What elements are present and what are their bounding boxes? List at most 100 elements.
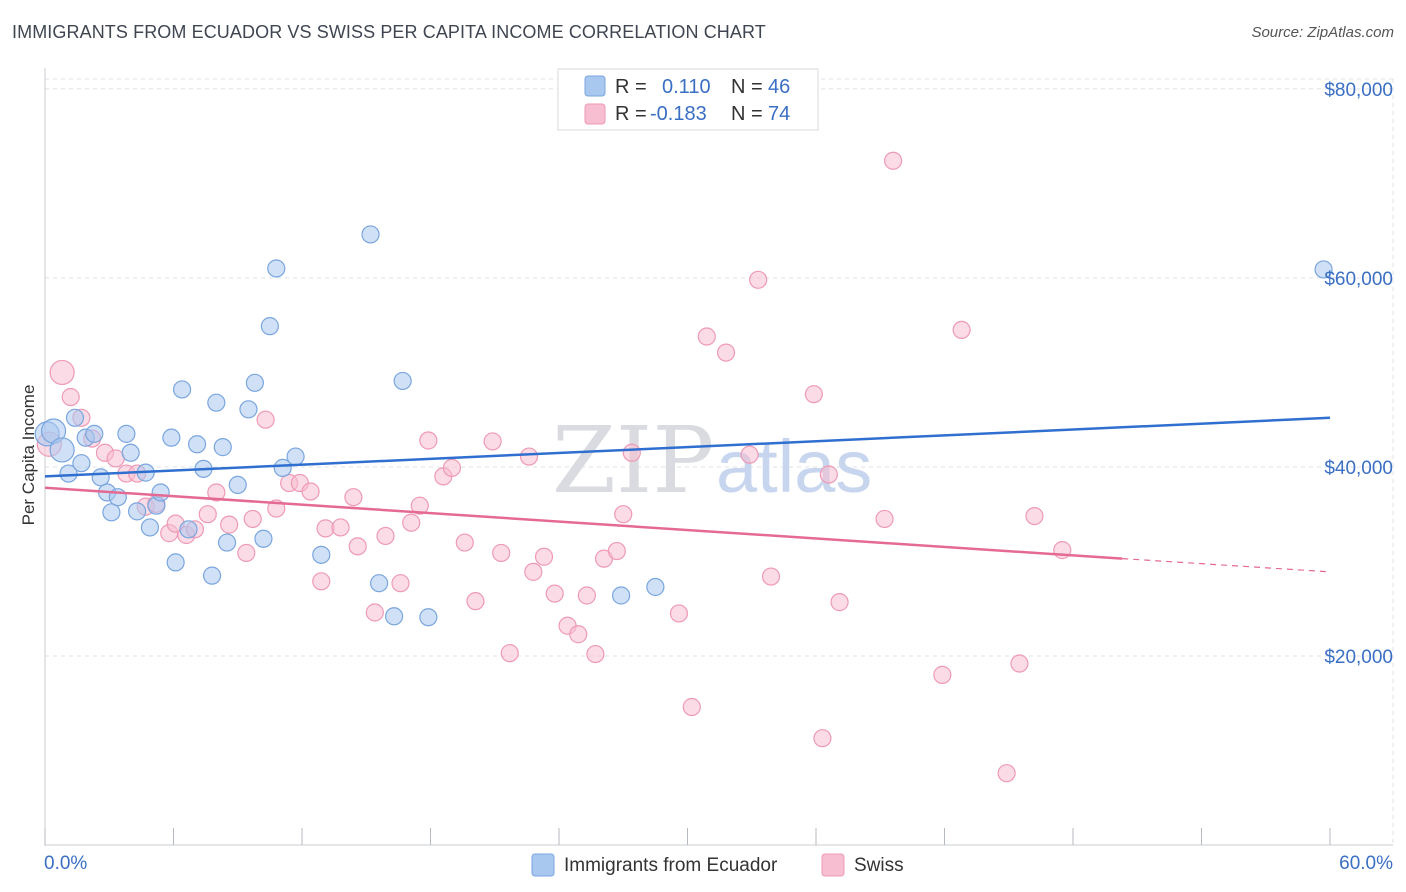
swiss-point-2 bbox=[61, 387, 80, 407]
swiss-point-18 bbox=[237, 543, 256, 563]
axes bbox=[44, 68, 1393, 846]
legend-r-value-ecuador: 0.110 bbox=[662, 76, 711, 98]
ecuador-point-41 bbox=[393, 371, 412, 391]
ecuador-point-29 bbox=[228, 475, 247, 495]
ecuador-point-43 bbox=[612, 586, 631, 605]
ecuador-point-20 bbox=[166, 553, 185, 572]
y-axis-title: Per Capita Income bbox=[19, 385, 38, 526]
ecuador-point-33 bbox=[260, 317, 279, 336]
swiss-point-52 bbox=[607, 541, 626, 561]
ecuador-point-35 bbox=[273, 458, 292, 477]
swiss-point-66 bbox=[875, 509, 894, 529]
ecuador-point-25 bbox=[202, 566, 222, 585]
swiss-point-24 bbox=[301, 482, 320, 501]
chart-title: IMMIGRANTS FROM ECUADOR VS SWISS PER CAP… bbox=[12, 22, 766, 42]
legend-n-value-swiss: 74 bbox=[768, 103, 790, 125]
ecuador-point-28 bbox=[217, 533, 237, 552]
legend-n-label-swiss: N = bbox=[731, 103, 763, 125]
swiss-point-40 bbox=[483, 432, 502, 451]
legend-r-value-swiss: -0.183 bbox=[650, 103, 707, 125]
ecuador-point-45 bbox=[1314, 260, 1333, 279]
swiss-point-50 bbox=[586, 644, 605, 664]
swiss-point-56 bbox=[682, 697, 701, 717]
swiss-point-37 bbox=[442, 458, 462, 477]
swiss-point-19 bbox=[243, 509, 262, 529]
bottom-legend-swatch-ecuador bbox=[531, 853, 555, 877]
ecuador-point-19 bbox=[162, 428, 181, 447]
swiss-point-64 bbox=[819, 465, 838, 484]
y-tick-label-1: $40,000 bbox=[1324, 458, 1393, 479]
ecuador-trend-line bbox=[44, 416, 1331, 478]
ecuador-point-37 bbox=[312, 545, 331, 564]
ecuador-point-7 bbox=[85, 424, 104, 443]
legend-n-label-ecuador: N = bbox=[731, 76, 763, 98]
trend-lines bbox=[44, 416, 1331, 573]
swiss-point-42 bbox=[500, 644, 519, 663]
swiss-point-44 bbox=[524, 562, 543, 581]
swiss-point-69 bbox=[952, 320, 971, 340]
swiss-point-58 bbox=[716, 343, 736, 362]
x-tick-label-min: 0.0% bbox=[44, 853, 87, 874]
ecuador-point-31 bbox=[245, 373, 264, 392]
bottom-legend-swatch-swiss bbox=[821, 853, 845, 877]
swiss-point-72 bbox=[1025, 506, 1044, 526]
swiss-point-20 bbox=[256, 410, 275, 429]
swiss-point-32 bbox=[391, 574, 410, 593]
x-tick-label-max: 60.0% bbox=[1339, 853, 1393, 874]
swiss-point-62 bbox=[804, 385, 823, 404]
ecuador-point-44 bbox=[646, 577, 665, 597]
ecuador-point-30 bbox=[239, 400, 258, 419]
swiss-point-63 bbox=[813, 729, 832, 748]
swiss-point-1 bbox=[49, 359, 75, 386]
ecuador-point-3 bbox=[59, 464, 78, 483]
swiss-point-55 bbox=[669, 604, 689, 623]
source-credit: Source: ZipAtlas.com bbox=[1251, 24, 1394, 41]
swiss-point-28 bbox=[344, 488, 363, 507]
legend-r-label-ecuador: R = bbox=[615, 76, 647, 98]
swiss-point-53 bbox=[614, 505, 633, 524]
legend-r-label-swiss: R = bbox=[615, 103, 647, 125]
legend: R = 0.110 N = 46 R = -0.183 N = 74 bbox=[557, 68, 819, 131]
swiss-point-48 bbox=[569, 625, 588, 644]
swiss-point-49 bbox=[577, 586, 596, 605]
bottom-legend-label-swiss: Swiss bbox=[854, 855, 904, 876]
ecuador-point-13 bbox=[121, 443, 140, 462]
legend-n-value-ecuador: 46 bbox=[768, 76, 790, 98]
ecuador-point-21 bbox=[172, 380, 192, 399]
ecuador-point-26 bbox=[207, 393, 226, 412]
ecuador-point-12 bbox=[117, 424, 136, 443]
swiss-point-67 bbox=[883, 151, 903, 170]
ecuador-point-5 bbox=[72, 454, 91, 473]
ecuador-point-42 bbox=[419, 608, 438, 627]
swiss-point-65 bbox=[830, 593, 849, 612]
ecuador-point-10 bbox=[102, 503, 121, 522]
ecuador-point-16 bbox=[140, 518, 160, 537]
ecuador-point-38 bbox=[361, 225, 380, 244]
swiss-point-57 bbox=[697, 327, 716, 346]
swiss-point-17 bbox=[220, 515, 239, 534]
ecuador-point-22 bbox=[179, 520, 198, 539]
swiss-point-45 bbox=[534, 547, 554, 566]
y-tick-label-3: $80,000 bbox=[1324, 80, 1393, 101]
swiss-point-43 bbox=[519, 447, 539, 466]
legend-swatch-ecuador bbox=[584, 75, 606, 97]
swiss-point-27 bbox=[331, 518, 350, 537]
swiss-point-60 bbox=[749, 270, 768, 289]
legend-swatch-swiss bbox=[584, 103, 606, 125]
ecuador-point-14 bbox=[127, 502, 147, 521]
swiss-point-54 bbox=[622, 443, 641, 462]
swiss-point-29 bbox=[348, 537, 367, 556]
swiss-point-34 bbox=[410, 496, 429, 515]
ecuador-point-39 bbox=[370, 574, 389, 593]
swiss-point-33 bbox=[402, 513, 421, 532]
bottom-legend: Immigrants from Ecuador Swiss bbox=[531, 853, 904, 877]
swiss-point-25 bbox=[312, 572, 331, 591]
ecuador-point-27 bbox=[213, 438, 232, 457]
swiss-point-68 bbox=[933, 665, 952, 684]
ecuador-point-8 bbox=[91, 468, 110, 487]
swiss-point-70 bbox=[997, 764, 1016, 783]
ecuador-point-36 bbox=[286, 447, 305, 466]
swiss-point-71 bbox=[1010, 654, 1029, 673]
swiss-point-16 bbox=[207, 483, 226, 502]
swiss-point-41 bbox=[492, 543, 511, 563]
